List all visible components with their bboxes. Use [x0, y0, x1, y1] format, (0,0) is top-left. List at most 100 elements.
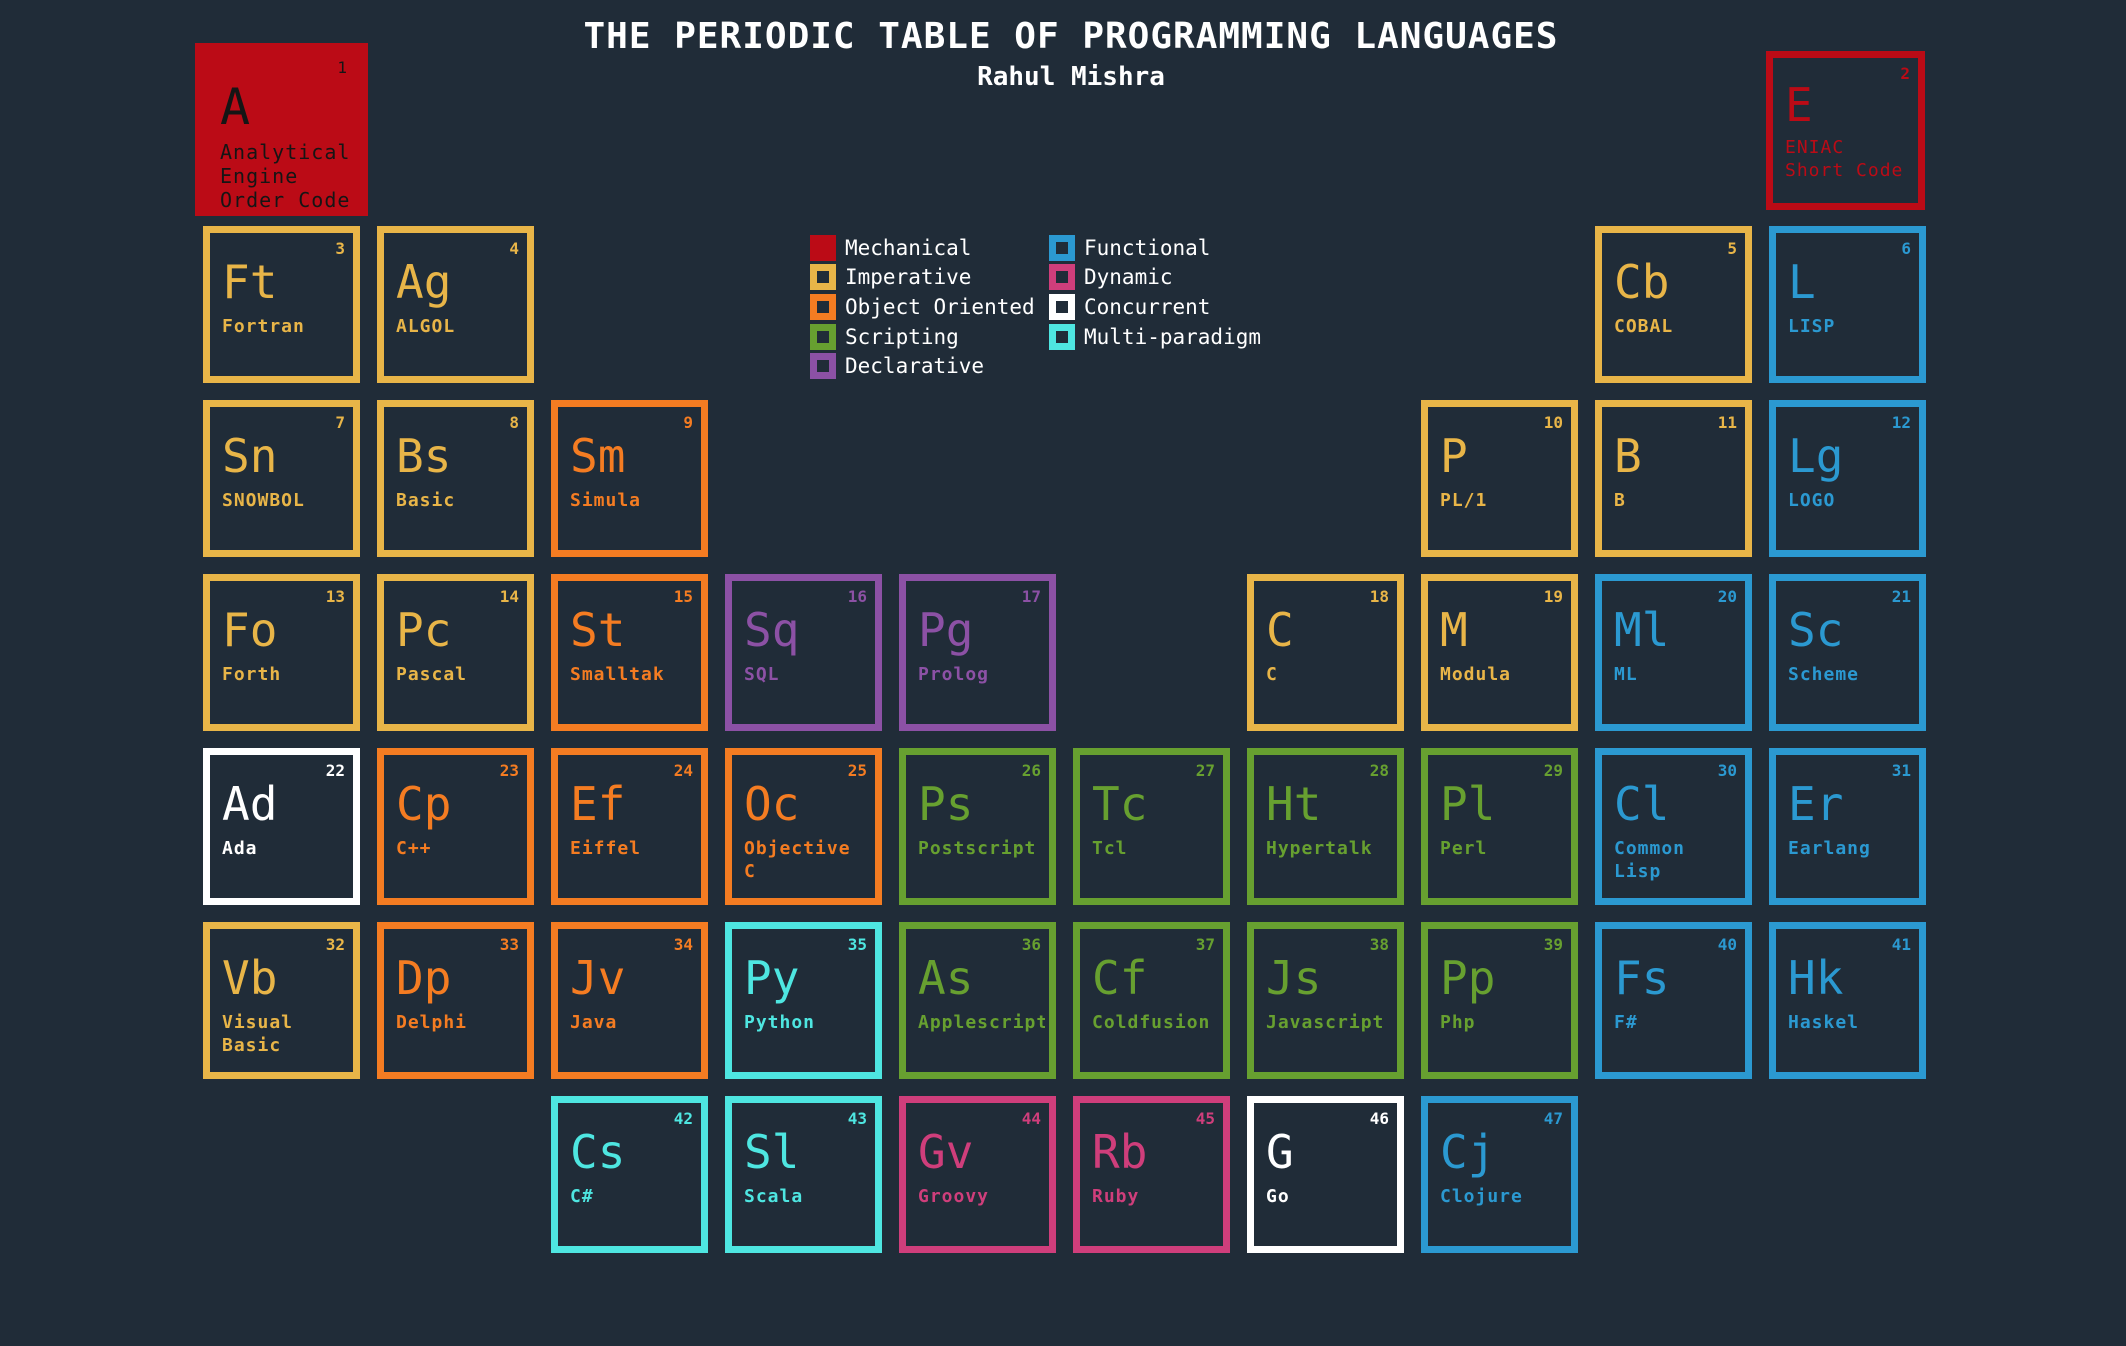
element-symbol: Cs [570, 1125, 626, 1179]
element-name: SNOWBOL [222, 490, 305, 511]
element-name: C# [570, 1186, 594, 1207]
element-tile: 26 Ps Postscript [899, 748, 1056, 905]
element-symbol: L [1788, 255, 1816, 309]
element-name: Visual Basic [222, 1012, 294, 1056]
legend-swatch [1049, 234, 1075, 261]
legend-label: Concurrent [1084, 294, 1211, 319]
element-symbol: Pc [396, 603, 452, 657]
element-tile: 34 Jv Java [551, 922, 708, 1079]
element-tile: 31 Er Earlang [1769, 748, 1926, 905]
legend-column-1: Mechanical Imperative Object Oriented Scrip… [810, 233, 1035, 381]
element-symbol: Ps [918, 777, 974, 831]
element-symbol: Tc [1092, 777, 1148, 831]
element-name: Basic [396, 490, 456, 511]
element-name: Earlang [1788, 838, 1871, 859]
element-tile: 3 Ft Fortran [203, 226, 360, 383]
element-number: 10 [1543, 413, 1563, 432]
element-tile: 27 Tc Tcl [1073, 748, 1230, 905]
element-symbol: Fs [1614, 951, 1670, 1005]
element-tile: 8 Bs Basic [377, 400, 534, 557]
legend-swatch [810, 353, 836, 380]
element-tile: 6 L LISP [1769, 226, 1926, 383]
element-symbol: Cp [396, 777, 452, 831]
element-number: 8 [509, 413, 519, 432]
element-tile: 13 Fo Forth [203, 574, 360, 731]
element-number: 41 [1891, 935, 1911, 954]
element-number: 42 [673, 1109, 693, 1128]
page-title: THE PERIODIC TABLE OF PROGRAMMING LANGUA… [583, 16, 1559, 57]
element-name: Php [1440, 1012, 1476, 1033]
element-tile: 18 C C [1247, 574, 1404, 731]
element-name: Clojure [1440, 1186, 1523, 1207]
legend-item: Concurrent [1049, 292, 1261, 322]
element-tile: 4 Ag ALGOL [377, 226, 534, 383]
element-symbol: Gv [918, 1125, 974, 1179]
legend-label: Functional [1084, 235, 1211, 260]
element-symbol: Hk [1788, 951, 1844, 1005]
element-tile: 39 Pp Php [1421, 922, 1578, 1079]
element-name: PL/1 [1440, 490, 1488, 511]
element-number: 45 [1195, 1109, 1215, 1128]
element-number: 38 [1369, 935, 1389, 954]
element-tile: 12 Lg LOGO [1769, 400, 1926, 557]
element-tile: 35 Py Python [725, 922, 882, 1079]
element-symbol: Pp [1440, 951, 1496, 1005]
element-name: Scheme [1788, 664, 1860, 685]
element-number: 46 [1369, 1109, 1389, 1128]
legend-column-2: Functional Dynamic Concurrent Multi-paradig… [1049, 233, 1261, 351]
element-number: 40 [1717, 935, 1737, 954]
element-number: 28 [1369, 761, 1389, 780]
element-name: ML [1614, 664, 1638, 685]
element-number: 36 [1021, 935, 1041, 954]
element-symbol: Ml [1614, 603, 1670, 657]
element-name: Postscript [918, 838, 1037, 859]
element-symbol: St [570, 603, 626, 657]
legend-item: Functional [1049, 233, 1261, 263]
element-tile: 38 Js Javascript [1247, 922, 1404, 1079]
element-symbol: Py [744, 951, 800, 1005]
element-name: Prolog [918, 664, 990, 685]
legend-label: Scripting [845, 324, 959, 349]
element-number: 1 [337, 58, 347, 77]
element-name: Delphi [396, 1012, 468, 1033]
element-number: 14 [499, 587, 519, 606]
element-symbol: G [1266, 1125, 1294, 1179]
element-name: Java [570, 1012, 618, 1033]
element-name: Common Lisp [1614, 838, 1686, 882]
legend-swatch [810, 293, 836, 320]
element-name: Perl [1440, 838, 1488, 859]
element-name: LOGO [1788, 490, 1836, 511]
element-tile: 41 Hk Haskel [1769, 922, 1926, 1079]
element-name: ENIAC Short Code [1785, 137, 1904, 181]
element-number: 15 [673, 587, 693, 606]
element-tile: 22 Ad Ada [203, 748, 360, 905]
element-number: 44 [1021, 1109, 1041, 1128]
element-tile: 37 Cf Coldfusion [1073, 922, 1230, 1079]
element-name: F# [1614, 1012, 1638, 1033]
element-number: 25 [847, 761, 867, 780]
element-name: Javascript [1266, 1012, 1385, 1033]
element-symbol: Cl [1614, 777, 1670, 831]
element-symbol: Jv [570, 951, 626, 1005]
element-symbol: Sm [570, 429, 626, 483]
element-name: Ada [222, 838, 258, 859]
element-tile: 15 St Smalltak [551, 574, 708, 731]
element-tile: 43 Sl Scala [725, 1096, 882, 1253]
element-symbol: A [220, 78, 251, 136]
legend-swatch [1049, 293, 1075, 320]
element-symbol: E [1785, 78, 1813, 132]
legend-item: Imperative [810, 263, 1035, 293]
element-name: COBAL [1614, 316, 1674, 337]
element-name: Scala [744, 1186, 804, 1207]
element-tile: 11 B B [1595, 400, 1752, 557]
element-symbol: Ad [222, 777, 278, 831]
element-number: 27 [1195, 761, 1215, 780]
element-tile: 1 A Analytical Engine Order Code [195, 43, 368, 216]
element-name: Python [744, 1012, 816, 1033]
element-name: Modula [1440, 664, 1512, 685]
element-number: 6 [1901, 239, 1911, 258]
legend-swatch [810, 234, 836, 261]
element-name: Smalltak [570, 664, 665, 685]
element-name: Ruby [1092, 1186, 1140, 1207]
element-number: 5 [1727, 239, 1737, 258]
